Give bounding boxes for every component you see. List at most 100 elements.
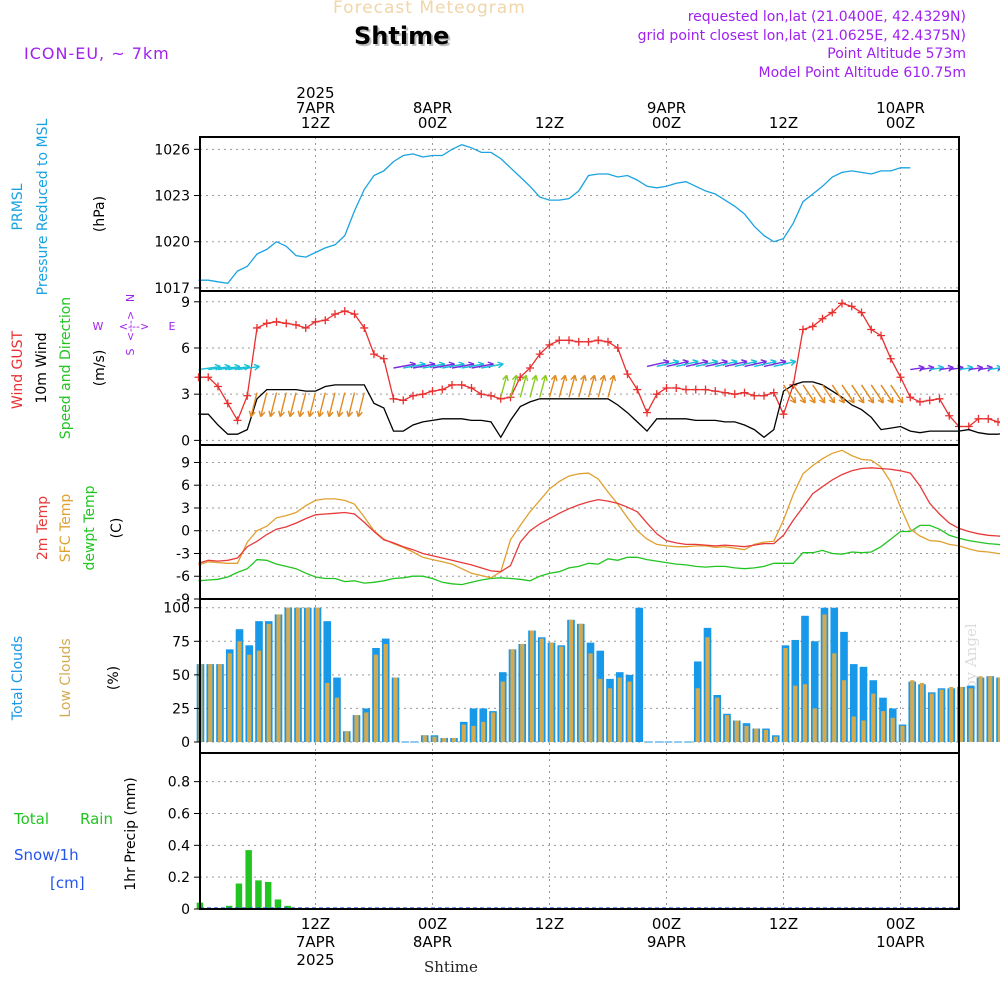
- wind-arrow: [260, 392, 268, 417]
- low-cloud-bar: [754, 728, 759, 742]
- wind-arrow-head: [858, 396, 865, 404]
- low-cloud-bar: [949, 686, 954, 742]
- wind-arrow-head: [541, 374, 548, 382]
- compass-s: S: [124, 348, 137, 355]
- wind-arrow: [289, 392, 297, 417]
- wind-arrow-head: [550, 374, 558, 382]
- y-tick-label: 3: [181, 387, 190, 403]
- time-label-top: 10APR: [876, 99, 925, 117]
- wind-arrow: [481, 363, 504, 369]
- wind-arrow: [968, 366, 983, 371]
- gust-marker: [370, 350, 378, 359]
- wind-arrow-head: [278, 410, 285, 418]
- compass-we-arrow: <--->: [119, 320, 149, 333]
- wind-arrow: [250, 392, 258, 417]
- low-cloud-bar: [500, 681, 505, 742]
- wind-arrow: [910, 366, 925, 371]
- y-tick-label: -6: [176, 569, 190, 585]
- gust-marker: [604, 337, 612, 346]
- y-tick-label: 0: [181, 433, 190, 449]
- legend-snow: Snow/1h: [14, 846, 79, 864]
- low-cloud-bar: [890, 717, 895, 742]
- low-cloud-bar: [607, 688, 613, 742]
- low-cloud-bar: [334, 697, 340, 742]
- wind-arrow-head: [589, 374, 597, 382]
- low-cloud-bar: [812, 708, 817, 742]
- wind-arrow: [578, 375, 586, 398]
- wind-arrow-head: [828, 396, 836, 404]
- wind-label: 10m Wind: [34, 332, 50, 403]
- wind-arrow: [393, 363, 416, 369]
- gust-marker: [253, 323, 261, 332]
- gust-marker: [711, 387, 720, 396]
- rain-bar: [264, 881, 272, 909]
- gust-marker: [350, 310, 359, 319]
- precip-label: 1hr Precip (mm): [123, 777, 139, 890]
- pressure-unit: (hPa): [92, 196, 108, 232]
- wind-arrow: [841, 384, 855, 404]
- low-cloud-bar: [763, 729, 769, 742]
- y-tick-label: -3: [176, 546, 190, 562]
- wind-arrow-head: [580, 374, 587, 382]
- wind-arrow-head: [287, 410, 295, 418]
- wind-arrow: [754, 360, 777, 368]
- gust-marker: [799, 325, 807, 334]
- wind-arrow: [461, 363, 484, 369]
- gust-marker: [808, 322, 817, 331]
- wind-arrow: [403, 363, 426, 369]
- y-tick-label: 1023: [154, 189, 190, 205]
- gust-marker: [623, 370, 632, 379]
- low-cloud-bar: [627, 681, 632, 742]
- low-cloud-bar: [598, 678, 603, 742]
- gust-marker: [818, 314, 827, 323]
- wind-arrow: [782, 384, 797, 404]
- total-cloud-bar: [810, 641, 819, 742]
- wind-arrow-head: [848, 396, 855, 404]
- gust-marker: [701, 385, 710, 394]
- gust-marker: [223, 399, 232, 408]
- gust-marker: [633, 385, 642, 394]
- wind-arrow-head: [570, 374, 578, 382]
- gust-marker: [925, 396, 934, 405]
- low-cloud-bar: [247, 654, 252, 742]
- wind-arrow-head: [809, 396, 816, 404]
- gust-marker: [418, 390, 427, 399]
- y-tick-label: 6: [181, 341, 190, 357]
- low-cloud-bar: [900, 725, 905, 742]
- low-cloud-bar: [451, 737, 457, 742]
- y-tick-label: 3: [181, 501, 190, 517]
- wind-arrow: [548, 375, 557, 398]
- gust-marker: [935, 394, 944, 403]
- low-cloud-bar: [939, 689, 944, 742]
- y-tick-label: 0.6: [168, 806, 190, 822]
- dewpt-label: dewpt Temp: [82, 485, 98, 570]
- time-label-top: 12Z: [301, 114, 330, 132]
- wind-arrow: [812, 384, 826, 404]
- y-tick-label: 1026: [154, 142, 190, 158]
- low-cloud-bar: [958, 686, 964, 742]
- time-label-bottom: 8APR: [413, 933, 452, 951]
- low-cloud-bar: [568, 619, 574, 742]
- gust-marker: [555, 336, 564, 345]
- gust-marker: [438, 385, 447, 394]
- low-cloud-bar: [217, 664, 223, 742]
- wind-arrow: [568, 375, 576, 398]
- y-tick-label: 1020: [154, 235, 190, 251]
- low-cloud-bar: [490, 712, 496, 742]
- low-cloud-bar: [802, 684, 808, 742]
- wind-arrow-head: [253, 363, 260, 371]
- wind-arrow: [442, 363, 465, 369]
- temp-unit: (C): [109, 518, 125, 539]
- wind-arrow: [724, 360, 748, 368]
- pressure-label-2: Pressure Reduced to MSL: [35, 118, 51, 295]
- gust-marker: [233, 416, 242, 425]
- low-cloud-bar: [295, 607, 301, 742]
- total-cloud-bar: [635, 607, 644, 742]
- wind-arrow: [587, 375, 596, 398]
- y-tick-label: 50: [172, 668, 190, 684]
- dewpoint-line: [198, 524, 1000, 586]
- gust-marker: [740, 388, 749, 397]
- gust-marker: [526, 364, 534, 372]
- gust-marker: [194, 373, 203, 382]
- low-cloud-bar: [373, 654, 379, 742]
